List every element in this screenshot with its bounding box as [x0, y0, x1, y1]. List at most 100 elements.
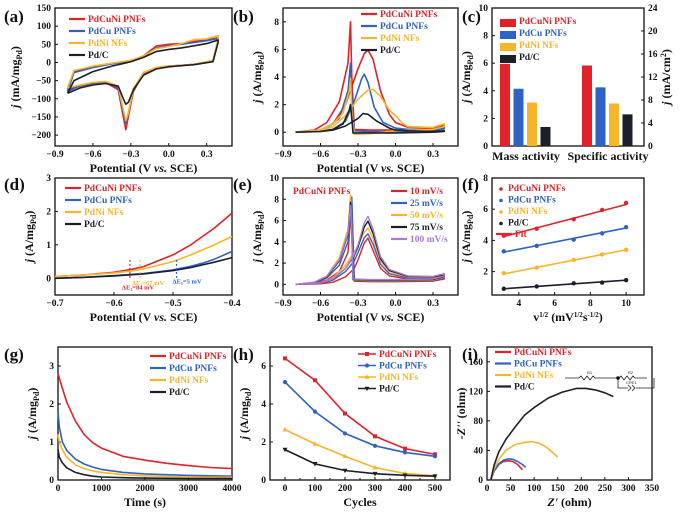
legend-marker — [499, 221, 503, 226]
legend-label: PdCu PNFs — [519, 29, 567, 39]
y-label-symbol: j — [22, 258, 36, 264]
panel-label: (g) — [4, 345, 24, 364]
y-tick-label: 40 — [474, 446, 484, 456]
y-tick-label: 10 — [479, 4, 489, 14]
bar — [609, 103, 619, 146]
data-point — [623, 277, 629, 283]
y-tick-label: 50 — [42, 40, 52, 50]
y-label-unit: (A/mg — [237, 401, 251, 436]
panel-label: (f) — [462, 175, 479, 194]
y-label-symbol: j — [250, 99, 264, 105]
data-point — [599, 231, 605, 236]
x-tick-label: 250 — [598, 484, 613, 494]
y-label-close: ) — [22, 211, 36, 215]
legend-label: PdCuNi PNFs — [169, 352, 227, 362]
data-point — [282, 427, 288, 432]
chart-title: PdCuNi PNFs — [293, 187, 351, 197]
series-line — [54, 212, 233, 278]
circuit-node — [616, 376, 620, 380]
series-line — [54, 256, 233, 280]
plot-frame — [282, 7, 459, 147]
y-tick-label: 4 — [274, 238, 279, 248]
y-label-unit: (A/mg — [250, 65, 264, 100]
x-tick-label: −0.3 — [349, 299, 367, 309]
data-point — [282, 380, 288, 385]
legend-label: PdCu PNFs — [379, 362, 427, 372]
x-label-part: s — [583, 310, 588, 324]
y-label-unit: (A/mg — [25, 401, 39, 436]
data-point — [372, 465, 378, 470]
data-point — [342, 468, 348, 474]
data-point — [534, 243, 539, 249]
x-tick-label: 0.0 — [390, 299, 402, 309]
x-tick-label: 300 — [621, 484, 636, 494]
y-tick-label: 3 — [46, 174, 51, 184]
equivalent-circuit-inset: R1 R2 CPE1 — [565, 370, 655, 392]
x-label-vs: vs. — [381, 161, 394, 175]
y-tick-label: 6 — [483, 205, 488, 215]
y-label-symbol: j — [459, 99, 473, 105]
bar — [622, 114, 633, 146]
legend-label: PdCu PNFs — [514, 360, 562, 370]
legend-label: 75 mV/s — [410, 223, 443, 233]
plot-frame — [486, 346, 653, 481]
y-label-close: ) — [659, 49, 673, 53]
data-point — [312, 409, 318, 414]
y-axis-label: j (A/mgPd) — [25, 388, 41, 442]
legend-label: 50 mV/s — [410, 211, 443, 221]
series-line — [295, 103, 446, 134]
y-tick-label: 1 — [46, 241, 51, 251]
x-tick-label: −0.3 — [122, 150, 140, 160]
y-tick-label: −50 — [36, 77, 51, 87]
y-label-close: ) — [250, 211, 264, 215]
x-tick-label: 100 — [308, 484, 323, 494]
x-tick-label: 50 — [506, 484, 516, 494]
x-tick-label: 0 — [56, 484, 61, 494]
x-tick-label: −0.6 — [105, 299, 123, 309]
x-tick-label: 0.0 — [390, 150, 402, 160]
y-tick-label: 4 — [483, 236, 488, 246]
y-label-close: ) — [250, 51, 264, 55]
y-label-sub: Pd — [32, 391, 41, 401]
circuit-label: R2 — [628, 370, 634, 375]
panel-e: (e) −0.9 −0.6 −0.3 0.0 0.3 0 2 4 6 8 10 Potential (V… — [233, 174, 459, 324]
series-line — [295, 62, 446, 133]
series-line — [284, 357, 436, 456]
data-point — [364, 363, 370, 368]
legend-marker — [499, 198, 503, 203]
legend-label: 100 mV/s — [410, 235, 448, 245]
x-label-part: SCE) — [167, 161, 197, 175]
bar — [582, 65, 592, 146]
x-label-part: (mV — [548, 310, 574, 324]
y-tick-label: 8 — [483, 174, 488, 184]
series-line — [295, 205, 445, 286]
delta-e-annotation: ΔE₁=67 mV — [132, 280, 165, 287]
y-axis-label: j (A/mgPd) — [459, 211, 475, 265]
data-point — [364, 374, 370, 379]
y-tick-label: 0 — [46, 274, 51, 284]
legend-label: Pd/C — [169, 388, 190, 398]
y-tick-label: 2 — [274, 259, 279, 269]
y-tick-label: 0 — [478, 476, 483, 486]
legend-label: PdCu PNFs — [84, 196, 132, 206]
panel-label: (b) — [233, 7, 254, 26]
y2-tick-label: 24 — [648, 4, 658, 14]
x-label-part: Potential (V — [317, 161, 381, 175]
y-tick-label: 2 — [274, 101, 279, 111]
legend-label: PdCu PNFs — [88, 27, 136, 37]
y-tick-label: 8 — [274, 195, 279, 205]
y-label-symbol: j — [25, 435, 39, 441]
panel-a: (a) −0.9 −0.6 −0.3 0.0 0.3 −200 −150 −100 −50 0 50 1… — [4, 4, 233, 175]
x-label-part: v — [533, 310, 539, 324]
series-line — [57, 373, 233, 470]
x-label-part: Potential (V — [90, 310, 154, 324]
data-point — [312, 462, 318, 467]
y-tick-label: 4 — [274, 73, 279, 83]
legend-label: Pd/C — [379, 385, 400, 395]
legend-label: 10 mV/s — [410, 187, 443, 197]
data-point — [365, 352, 369, 356]
y-label-sub: Pd — [466, 214, 475, 224]
y-label-unit: (ohm) — [454, 388, 468, 422]
